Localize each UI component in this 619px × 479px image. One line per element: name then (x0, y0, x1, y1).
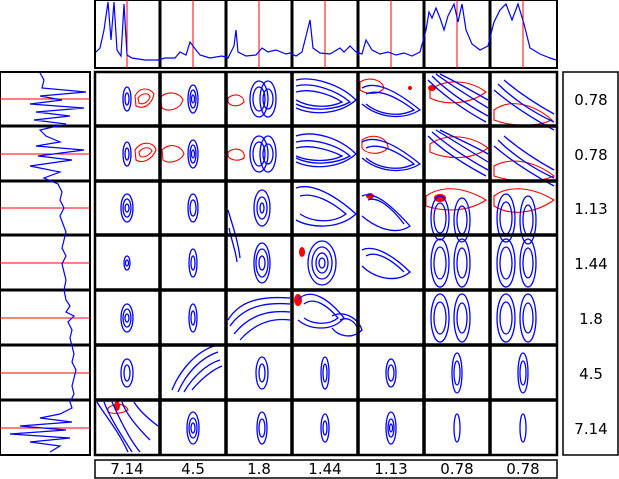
column-label: 1.44 (308, 460, 341, 478)
row-label-panel: 0.78 0.78 1.13 1.44 1.8 4.5 7.14 (562, 71, 619, 456)
negative-contours (107, 78, 556, 414)
row-label: 0.78 (574, 146, 607, 164)
column-label: 4.5 (181, 460, 205, 478)
row-label: 1.44 (574, 255, 607, 273)
column-label: 7.14 (110, 460, 143, 478)
row-label: 0.78 (574, 91, 607, 109)
row-label: 7.14 (574, 420, 607, 438)
positive-contours (96, 73, 555, 453)
row-label: 1.8 (579, 310, 603, 328)
column-label: 1.8 (247, 460, 271, 478)
left-projection-spectrum (0, 71, 91, 456)
column-label-panel: 7.14 4.5 1.8 1.44 1.13 0.78 0.78 (94, 459, 558, 479)
column-label: 0.78 (440, 460, 473, 478)
row-label: 4.5 (579, 365, 603, 383)
top-projection-spectrum (94, 0, 558, 69)
contour-matrix (93, 70, 559, 457)
row-label: 1.13 (574, 200, 607, 218)
column-label: 1.13 (374, 460, 407, 478)
cell-grid (95, 72, 557, 455)
column-label: 0.78 (506, 460, 539, 478)
